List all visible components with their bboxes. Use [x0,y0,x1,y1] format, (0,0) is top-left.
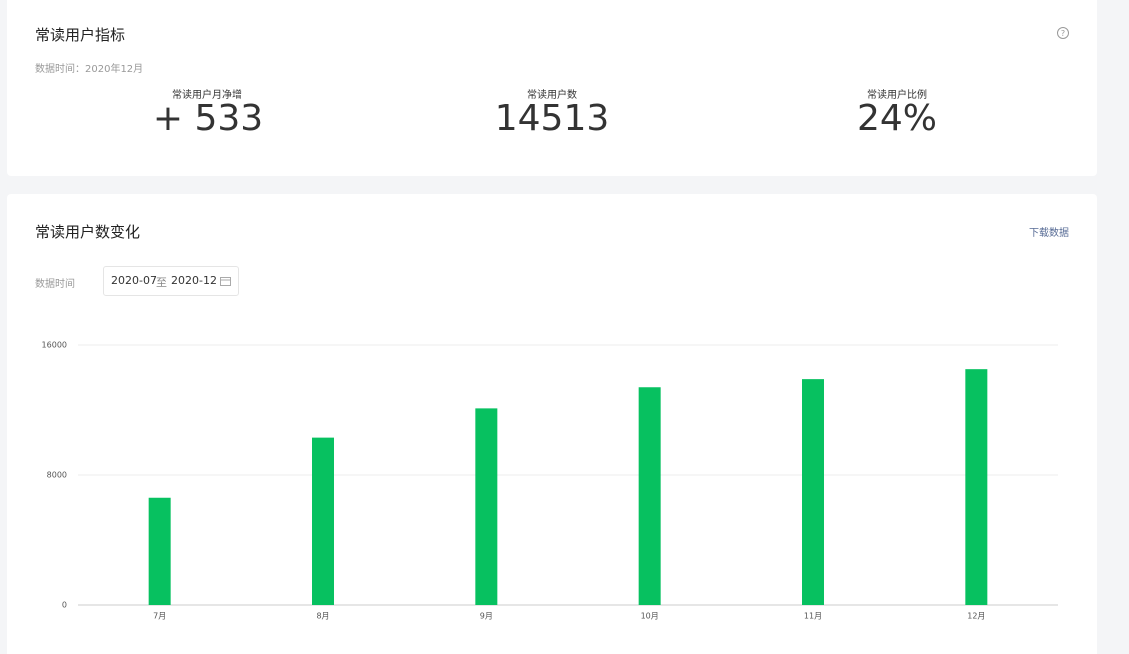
svg-text:?: ? [1061,29,1065,38]
x-tick-label: 7月 [153,612,166,621]
bar [802,379,824,605]
x-tick-label: 12月 [967,612,985,621]
bar [312,437,334,605]
date-range-picker[interactable]: 2020-07 至 2020-12 [103,266,239,296]
bar [475,408,498,605]
filter-label: 数据时间 [35,279,75,290]
y-tick-label: 16000 [42,341,67,350]
metric-value: 14513 [494,98,610,139]
metric-value: 24% [856,98,938,139]
x-tick-label: 9月 [480,612,493,621]
help-icon[interactable]: ? [1056,26,1070,40]
chart-panel: 常读用户数变化 下载数据 数据时间 2020-07 至 2020-12 [7,194,1097,654]
y-tick-label: 8000 [47,471,67,480]
data-time: 数据时间：2020年12月 [35,64,144,75]
y-tick-label: 0 [62,601,67,610]
panel-title: 常读用户指标 [35,26,126,44]
calendar-icon [220,277,231,286]
bar [638,387,661,605]
date-separator: 至 [156,276,167,289]
date-start: 2020-07 [111,274,157,287]
chart-title: 常读用户数变化 [35,223,141,241]
metric-label: 常读用户比例 [867,90,927,101]
bar [148,497,171,605]
metric-label: 常读用户数 [527,90,577,101]
metric-label: 常读用户月净增 [172,90,242,101]
date-end: 2020-12 [171,274,217,287]
x-tick-label: 11月 [804,612,822,621]
bar [965,369,988,605]
metric-value: + 533 [152,98,264,139]
download-link[interactable]: 下载数据 [1029,228,1069,239]
x-tick-label: 10月 [641,612,659,621]
x-tick-label: 8月 [316,612,329,621]
summary-panel: 常读用户指标 数据时间：2020年12月 ? 常读用户月净增 + 533 常读用… [7,0,1097,176]
